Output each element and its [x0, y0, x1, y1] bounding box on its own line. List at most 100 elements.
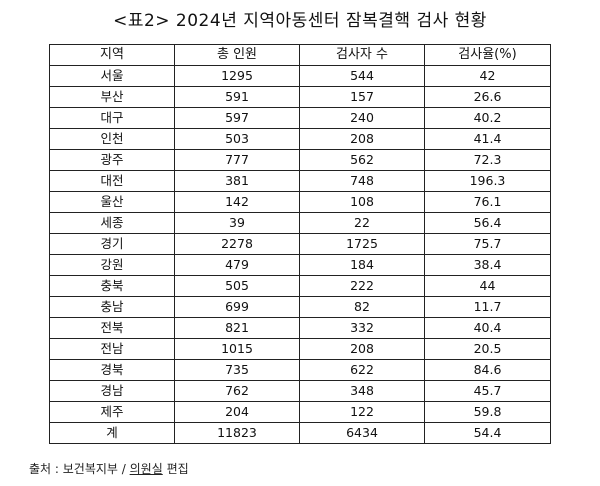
table-row: 경남 762 348 45.7: [49, 380, 551, 402]
cell-total: 1295: [174, 65, 300, 87]
table-row: 전북 821 332 40.4: [49, 317, 551, 339]
cell-total: 699: [174, 296, 300, 318]
header-examined: 검사자 수: [299, 44, 425, 66]
table-header: 지역 총 인원 검사자 수 검사율(%): [49, 44, 551, 66]
table-row: 대전 381 748 196.3: [49, 170, 551, 192]
cell-region: 충남: [49, 296, 175, 318]
table-row: 광주 777 562 72.3: [49, 149, 551, 171]
cell-region: 충북: [49, 275, 175, 297]
table-row: 울산 142 108 76.1: [49, 191, 551, 213]
cell-total: 11823: [174, 422, 300, 444]
cell-rate: 42: [424, 65, 551, 87]
cell-rate: 40.2: [424, 107, 551, 129]
cell-examined: 108: [299, 191, 425, 213]
table-row: 강원 479 184 38.4: [49, 254, 551, 276]
cell-rate: 54.4: [424, 422, 551, 444]
cell-rate: 26.6: [424, 86, 551, 108]
header-rate: 검사율(%): [424, 44, 551, 66]
cell-examined: 332: [299, 317, 425, 339]
cell-rate: 44: [424, 275, 551, 297]
cell-examined: 222: [299, 275, 425, 297]
table-row: 인천 503 208 41.4: [49, 128, 551, 150]
cell-examined: 6434: [299, 422, 425, 444]
cell-rate: 196.3: [424, 170, 551, 192]
cell-region: 제주: [49, 401, 175, 423]
cell-rate: 38.4: [424, 254, 551, 276]
cell-examined: 208: [299, 338, 425, 360]
cell-region: 경북: [49, 359, 175, 381]
cell-examined: 1725: [299, 233, 425, 255]
cell-region: 강원: [49, 254, 175, 276]
cell-region: 부산: [49, 86, 175, 108]
cell-region: 경기: [49, 233, 175, 255]
cell-total: 204: [174, 401, 300, 423]
table-row: 제주 204 122 59.8: [49, 401, 551, 423]
cell-rate: 41.4: [424, 128, 551, 150]
cell-total: 591: [174, 86, 300, 108]
cell-total: 597: [174, 107, 300, 129]
table-row: 부산 591 157 26.6: [49, 86, 551, 108]
cell-examined: 208: [299, 128, 425, 150]
cell-region: 전남: [49, 338, 175, 360]
table-row: 경기 2278 1725 75.7: [49, 233, 551, 255]
cell-total: 2278: [174, 233, 300, 255]
cell-examined: 22: [299, 212, 425, 234]
cell-rate: 11.7: [424, 296, 551, 318]
cell-region: 대구: [49, 107, 175, 129]
cell-rate: 75.7: [424, 233, 551, 255]
table-row: 전남 1015 208 20.5: [49, 338, 551, 360]
source-editor: 의원실: [129, 462, 163, 476]
source-note: 출처 : 보건복지부 / 의원실 편집: [29, 460, 189, 477]
cell-examined: 348: [299, 380, 425, 402]
cell-region: 울산: [49, 191, 175, 213]
cell-total: 777: [174, 149, 300, 171]
header-region: 지역: [49, 44, 175, 66]
cell-region: 인천: [49, 128, 175, 150]
cell-rate: 40.4: [424, 317, 551, 339]
cell-rate: 59.8: [424, 401, 551, 423]
table-row: 경북 735 622 84.6: [49, 359, 551, 381]
source-prefix: 출처 : 보건복지부 /: [29, 462, 130, 476]
header-row: 지역 총 인원 검사자 수 검사율(%): [49, 44, 551, 66]
table-row: 세종 39 22 56.4: [49, 212, 551, 234]
cell-rate: 45.7: [424, 380, 551, 402]
cell-examined: 544: [299, 65, 425, 87]
cell-region: 서울: [49, 65, 175, 87]
header-total: 총 인원: [174, 44, 300, 66]
table-row: 충남 699 82 11.7: [49, 296, 551, 318]
tb-screening-table: 지역 총 인원 검사자 수 검사율(%) 서울 1295 544 42 부산 591 157…: [49, 44, 551, 444]
cell-total: 381: [174, 170, 300, 192]
cell-total: 39: [174, 212, 300, 234]
cell-rate: 56.4: [424, 212, 551, 234]
cell-total: 503: [174, 128, 300, 150]
cell-region: 광주: [49, 149, 175, 171]
cell-rate: 84.6: [424, 359, 551, 381]
table-body: 서울 1295 544 42 부산 591 157 26.6 대구 597 240 40.2 인천 503…: [49, 65, 551, 444]
cell-region: 대전: [49, 170, 175, 192]
cell-total: 505: [174, 275, 300, 297]
source-suffix: 편집: [162, 462, 189, 476]
cell-total: 142: [174, 191, 300, 213]
cell-examined: 562: [299, 149, 425, 171]
cell-rate: 72.3: [424, 149, 551, 171]
table-title: <표2> 2024년 지역아동센터 잠복결핵 검사 현황: [113, 11, 487, 31]
cell-examined: 122: [299, 401, 425, 423]
cell-examined: 82: [299, 296, 425, 318]
cell-total: 1015: [174, 338, 300, 360]
cell-region: 세종: [49, 212, 175, 234]
cell-rate: 20.5: [424, 338, 551, 360]
cell-examined: 748: [299, 170, 425, 192]
cell-region: 전북: [49, 317, 175, 339]
cell-examined: 157: [299, 86, 425, 108]
table-row: 서울 1295 544 42: [49, 65, 551, 87]
cell-total: 735: [174, 359, 300, 381]
table-row: 대구 597 240 40.2: [49, 107, 551, 129]
table-row: 충북 505 222 44: [49, 275, 551, 297]
cell-examined: 622: [299, 359, 425, 381]
cell-total: 479: [174, 254, 300, 276]
cell-examined: 184: [299, 254, 425, 276]
cell-examined: 240: [299, 107, 425, 129]
cell-region: 경남: [49, 380, 175, 402]
cell-region: 계: [49, 422, 175, 444]
cell-total: 821: [174, 317, 300, 339]
